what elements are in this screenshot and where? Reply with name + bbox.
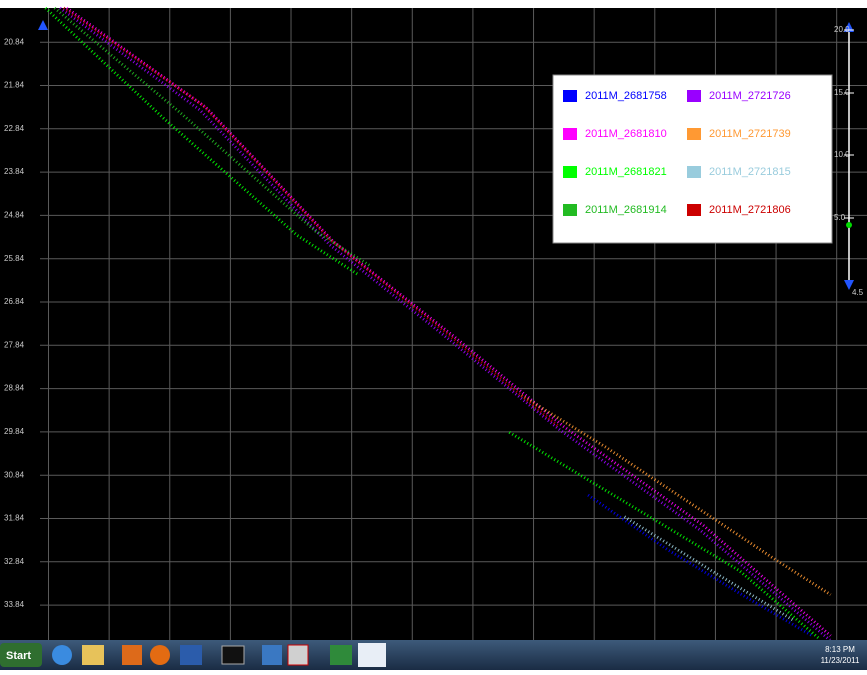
- legend-label: 2011M_2721806: [709, 204, 791, 216]
- legend-swatch: [687, 90, 701, 102]
- legend-label: 2011M_2681821: [585, 166, 667, 178]
- legend-swatch: [687, 128, 701, 140]
- excel-icon[interactable]: [330, 645, 352, 665]
- explorer-icon[interactable]: [82, 645, 104, 665]
- tray[interactable]: [757, 648, 797, 662]
- firefox-icon[interactable]: [150, 645, 170, 665]
- cmd-icon[interactable]: [222, 646, 244, 664]
- legend-swatch: [563, 166, 577, 178]
- legend-swatch: [563, 204, 577, 216]
- legend-label: 2011M_2681758: [585, 90, 667, 102]
- y-tick-label: 25.84: [4, 254, 25, 263]
- y-tick-label: 27.84: [4, 340, 25, 349]
- y-tick-label: 30.84: [4, 470, 25, 479]
- y-tick-label: 28.84: [4, 384, 25, 393]
- app-icon[interactable]: [358, 643, 386, 667]
- y-tick-label: 31.84: [4, 514, 25, 523]
- legend-label: 2011M_2681810: [585, 128, 667, 140]
- screen: 20.84 21.84 22.84 23.84 24.84 25.84 26.84 27.84…: [0, 0, 867, 670]
- ie-icon[interactable]: [52, 645, 72, 665]
- y-tick-label: 26.84: [4, 297, 25, 306]
- start-label: Start: [6, 650, 31, 662]
- taskbar-icons: Start 8:13 PM 11/23/2011: [0, 640, 867, 670]
- slider-label: 4.5: [852, 288, 864, 297]
- chart: 20.84 21.84 22.84 23.84 24.84 25.84 26.84 27.84…: [0, 0, 867, 640]
- slider-handle[interactable]: [846, 222, 852, 228]
- legend: 2011M_2681758 2011M_2721726 2011M_2681810 2…: [553, 75, 832, 243]
- legend-swatch: [563, 90, 577, 102]
- y-tick-label: 29.84: [4, 427, 25, 436]
- legend-label: 2011M_2721726: [709, 90, 791, 102]
- word-icon[interactable]: [180, 645, 202, 665]
- top-strip: [0, 0, 867, 8]
- legend-label: 2011M_2721739: [709, 128, 791, 140]
- y-tick-label: 20.84: [4, 37, 25, 46]
- pdf-icon[interactable]: [288, 645, 308, 665]
- legend-label: 2011M_2721815: [709, 166, 791, 178]
- legend-swatch: [563, 128, 577, 140]
- python-icon[interactable]: [262, 645, 282, 665]
- legend-swatch: [687, 166, 701, 178]
- slider-label: 5.0: [834, 213, 846, 222]
- media-icon[interactable]: [122, 645, 142, 665]
- y-tick-label: 21.84: [4, 81, 25, 90]
- y-tick-label: 32.84: [4, 557, 25, 566]
- clock-date: 11/23/2011: [821, 656, 860, 665]
- clock-time: 8:13 PM: [825, 645, 855, 654]
- y-tick-label: 22.84: [4, 124, 25, 133]
- legend-swatch: [687, 204, 701, 216]
- taskbar: Start 8:13 PM 11/23/2011: [0, 640, 867, 670]
- y-tick-label: 24.84: [4, 211, 25, 220]
- y-tick-label: 33.84: [4, 600, 25, 609]
- legend-label: 2011M_2681914: [585, 204, 667, 216]
- y-tick-label: 23.84: [4, 167, 25, 176]
